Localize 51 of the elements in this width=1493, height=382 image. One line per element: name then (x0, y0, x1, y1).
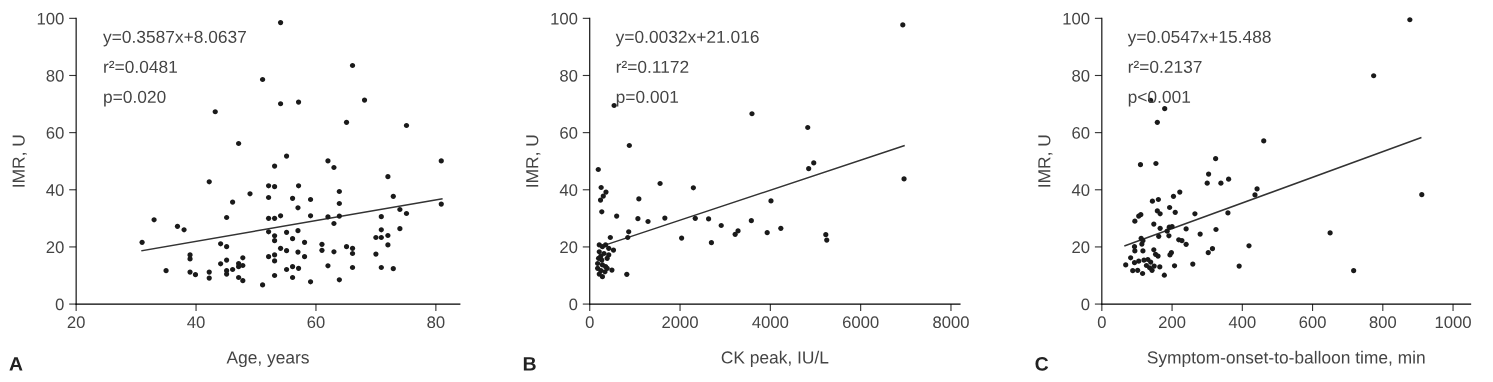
x-tick-label: 80 (427, 316, 445, 329)
y-tick-label: 20 (46, 241, 64, 254)
y-tick-label: 100 (1063, 12, 1090, 25)
annotation: r²=0.0481 (104, 60, 177, 73)
annotation: r²=0.2137 (1128, 60, 1202, 73)
y-tick-label: 0 (55, 298, 64, 311)
y-axis-title: IMR, U (12, 135, 27, 187)
x-tick-label: 200 (1159, 316, 1186, 329)
text: B (523, 357, 536, 371)
annotation: p=0.001 (616, 90, 679, 107)
x-axis-title: CK peak, IU/L (721, 350, 829, 368)
y-axis-title: IMR, U (1038, 135, 1053, 187)
x-axis-title: Age, years (226, 351, 309, 368)
x-tick-label: 60 (307, 316, 325, 329)
y-tick-label: 40 (1071, 184, 1090, 196)
y-tick-label: 80 (46, 69, 64, 82)
x-tick-label: 20 (67, 316, 85, 329)
y-tick-label: 100 (37, 12, 64, 25)
x-tick-label: 2000 (662, 316, 698, 329)
y-tick-label: 60 (560, 127, 578, 139)
y-tick-label: 0 (1081, 298, 1090, 311)
y-tick-label: 60 (46, 127, 64, 139)
y-tick-label: 80 (1072, 69, 1090, 82)
x-tick-label: 800 (1369, 316, 1397, 329)
x-tick-label: 1000 (1435, 316, 1471, 329)
y-tick-label: 0 (569, 298, 578, 311)
y-tick-label: 40 (559, 184, 578, 196)
text: A (9, 357, 23, 371)
x-tick-label: 40 (187, 316, 205, 329)
x-tick-label: 6000 (842, 316, 879, 329)
text: C (1035, 356, 1049, 371)
x-tick-label: 8000 (933, 316, 969, 329)
annotation: r²=0.1172 (616, 60, 689, 73)
annotation: y=0.3587x+8.0637 (103, 30, 246, 47)
annotation: y=0.0547x+15.488 (1127, 30, 1271, 47)
annotation: p<0.001 (1128, 90, 1191, 107)
annotation: y=0.0032x+21.016 (615, 30, 759, 47)
y-tick-label: 80 (560, 69, 578, 82)
y-axis-title: IMR, U (526, 135, 541, 187)
y-tick-label: 100 (551, 12, 578, 25)
x-tick-label: 4000 (752, 316, 789, 329)
x-tick-label: 600 (1299, 316, 1326, 329)
y-tick-label: 20 (1072, 241, 1090, 254)
x-tick-label: 0 (585, 316, 594, 329)
y-tick-label: 40 (46, 184, 64, 196)
y-tick-label: 20 (560, 241, 578, 254)
x-tick-label: 400 (1228, 316, 1256, 329)
annotation: p=0.020 (104, 90, 166, 107)
x-axis-title: Symptom-onset-to-balloon time, min (1147, 350, 1425, 368)
x-tick-label: 0 (1097, 316, 1106, 329)
y-tick-label: 60 (1072, 127, 1090, 139)
